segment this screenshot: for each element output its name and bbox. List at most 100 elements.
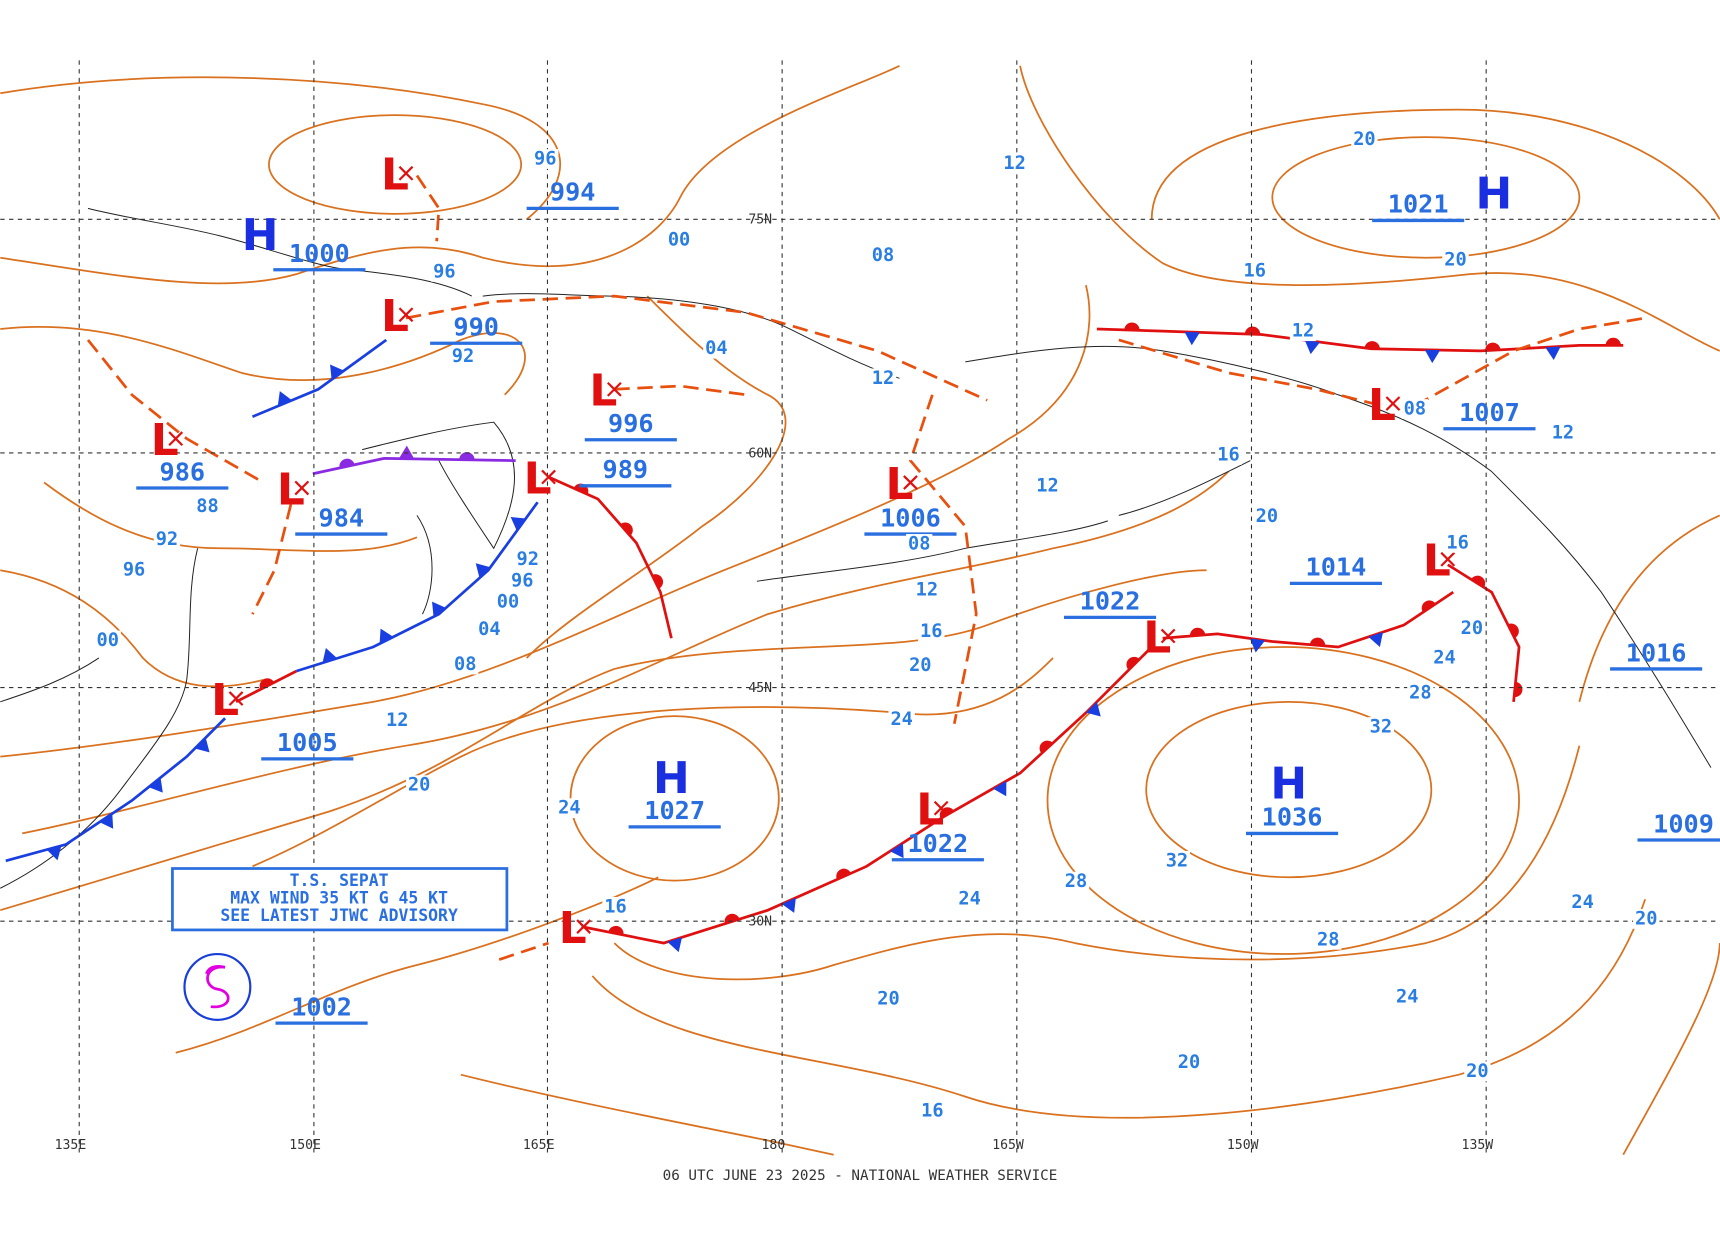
front-pip <box>339 458 355 468</box>
isobar-label-bg <box>1464 1061 1491 1082</box>
isobar-label-bg <box>1401 399 1429 419</box>
isobar-label-bg <box>120 560 148 581</box>
longitude-label: 150W <box>1227 1138 1259 1153</box>
front-pip <box>1605 337 1621 346</box>
coastline <box>0 657 100 703</box>
isobar-label-bg <box>1241 260 1268 281</box>
trough <box>251 504 293 615</box>
low-center <box>607 381 622 397</box>
front-pip <box>1485 342 1501 351</box>
isobar-label: 32 <box>1370 717 1392 738</box>
isobar-label-bg <box>94 630 121 651</box>
isobar-label: 16 <box>1244 260 1266 281</box>
isobar-label-bg <box>452 654 479 675</box>
longitude-label: 135E <box>55 1138 87 1153</box>
isobar-label: 20 <box>1635 908 1657 929</box>
isobar-label-bg <box>1569 892 1596 913</box>
isobar-label: 20 <box>408 775 430 796</box>
isobar <box>0 65 900 285</box>
isobar <box>0 569 1207 912</box>
low-center <box>1385 396 1401 411</box>
low-center <box>294 480 310 496</box>
isobar-label-bg <box>194 496 221 517</box>
isobar-label: 04 <box>705 338 727 359</box>
latitude-label: 60N <box>748 446 772 461</box>
isobar-label: 32 <box>1166 850 1188 871</box>
isobar <box>1150 108 1720 220</box>
isobar-label-bg <box>602 897 629 917</box>
front-pip <box>781 897 796 913</box>
front-pip <box>46 845 62 861</box>
front-line <box>5 717 227 863</box>
isobar-label-bg <box>1407 683 1434 703</box>
isobar-label: 12 <box>872 368 894 389</box>
isobar-label-bg <box>1001 153 1028 174</box>
front-pip <box>322 648 338 663</box>
central-pressure: 989 <box>603 455 649 484</box>
front-line <box>1447 563 1521 702</box>
central-pressure: 984 <box>319 503 365 532</box>
storm-ring <box>183 952 252 1021</box>
advisory-line: T.S. SEPAT <box>290 871 389 890</box>
isobar-label: 20 <box>909 655 931 676</box>
central-pressure: 1014 <box>1306 553 1367 582</box>
front-pip <box>379 628 394 644</box>
low-center <box>1160 628 1176 644</box>
isobar-label-bg <box>1034 475 1061 496</box>
isobar-label: 92 <box>156 529 178 550</box>
trough <box>1414 316 1646 407</box>
isobar-label-bg <box>1367 717 1395 737</box>
trough <box>1118 338 1383 408</box>
isobar <box>526 295 787 659</box>
front-pip <box>398 445 415 459</box>
coastline <box>362 421 515 550</box>
isobar-label-bg <box>449 346 477 367</box>
isobar-label: 12 <box>1292 321 1314 342</box>
front-pip <box>1244 326 1261 335</box>
central-pressure: 986 <box>160 457 206 486</box>
isobar-label-bg <box>1431 648 1458 668</box>
trough <box>498 941 549 961</box>
isobar-label-bg <box>1062 871 1090 892</box>
isobar-label-bg <box>509 571 536 592</box>
front-pip <box>1309 637 1326 646</box>
front-pip <box>1471 575 1486 588</box>
isobar-label-bg <box>1442 250 1469 270</box>
isobar-label: 96 <box>511 571 533 592</box>
latitude-label: 75N <box>748 213 772 228</box>
central-pressure: 1006 <box>880 503 941 532</box>
latitude-label: 30N <box>748 915 772 930</box>
advisory-box <box>171 867 509 932</box>
isobar <box>43 481 418 552</box>
isobar <box>175 876 659 1054</box>
isobar-label: 16 <box>921 1100 943 1121</box>
central-pressure: 996 <box>608 409 654 438</box>
isobar-label: 20 <box>1353 129 1375 150</box>
isobar-label-bg <box>1215 445 1242 465</box>
isobar-label-bg <box>494 592 522 612</box>
isobar-label: 28 <box>1065 871 1087 892</box>
central-pressure: 1007 <box>1459 398 1520 427</box>
low-center <box>933 800 949 816</box>
isobar-label-bg <box>888 709 915 730</box>
isobar-label: 24 <box>1571 892 1593 913</box>
isobar-label: 08 <box>872 245 894 266</box>
isobar-label-bg <box>1549 423 1577 444</box>
central-pressure: 1009 <box>1653 809 1714 838</box>
trough <box>405 294 988 402</box>
isobar <box>1046 646 1520 955</box>
coastline <box>0 548 199 889</box>
front-pip <box>1124 322 1140 331</box>
isobar-label: 20 <box>1444 249 1466 270</box>
isobar-label-bg <box>906 534 933 554</box>
coastline <box>756 520 1108 582</box>
central-pressure: 1027 <box>644 796 705 825</box>
front-pip <box>277 391 292 407</box>
latitude-label: 45N <box>748 681 772 696</box>
isobar-label-bg <box>1458 618 1486 639</box>
isobar-label: 00 <box>497 592 519 613</box>
isobar-label: 24 <box>1396 986 1418 1007</box>
front-pip <box>1514 681 1523 698</box>
front-pip <box>475 563 491 579</box>
